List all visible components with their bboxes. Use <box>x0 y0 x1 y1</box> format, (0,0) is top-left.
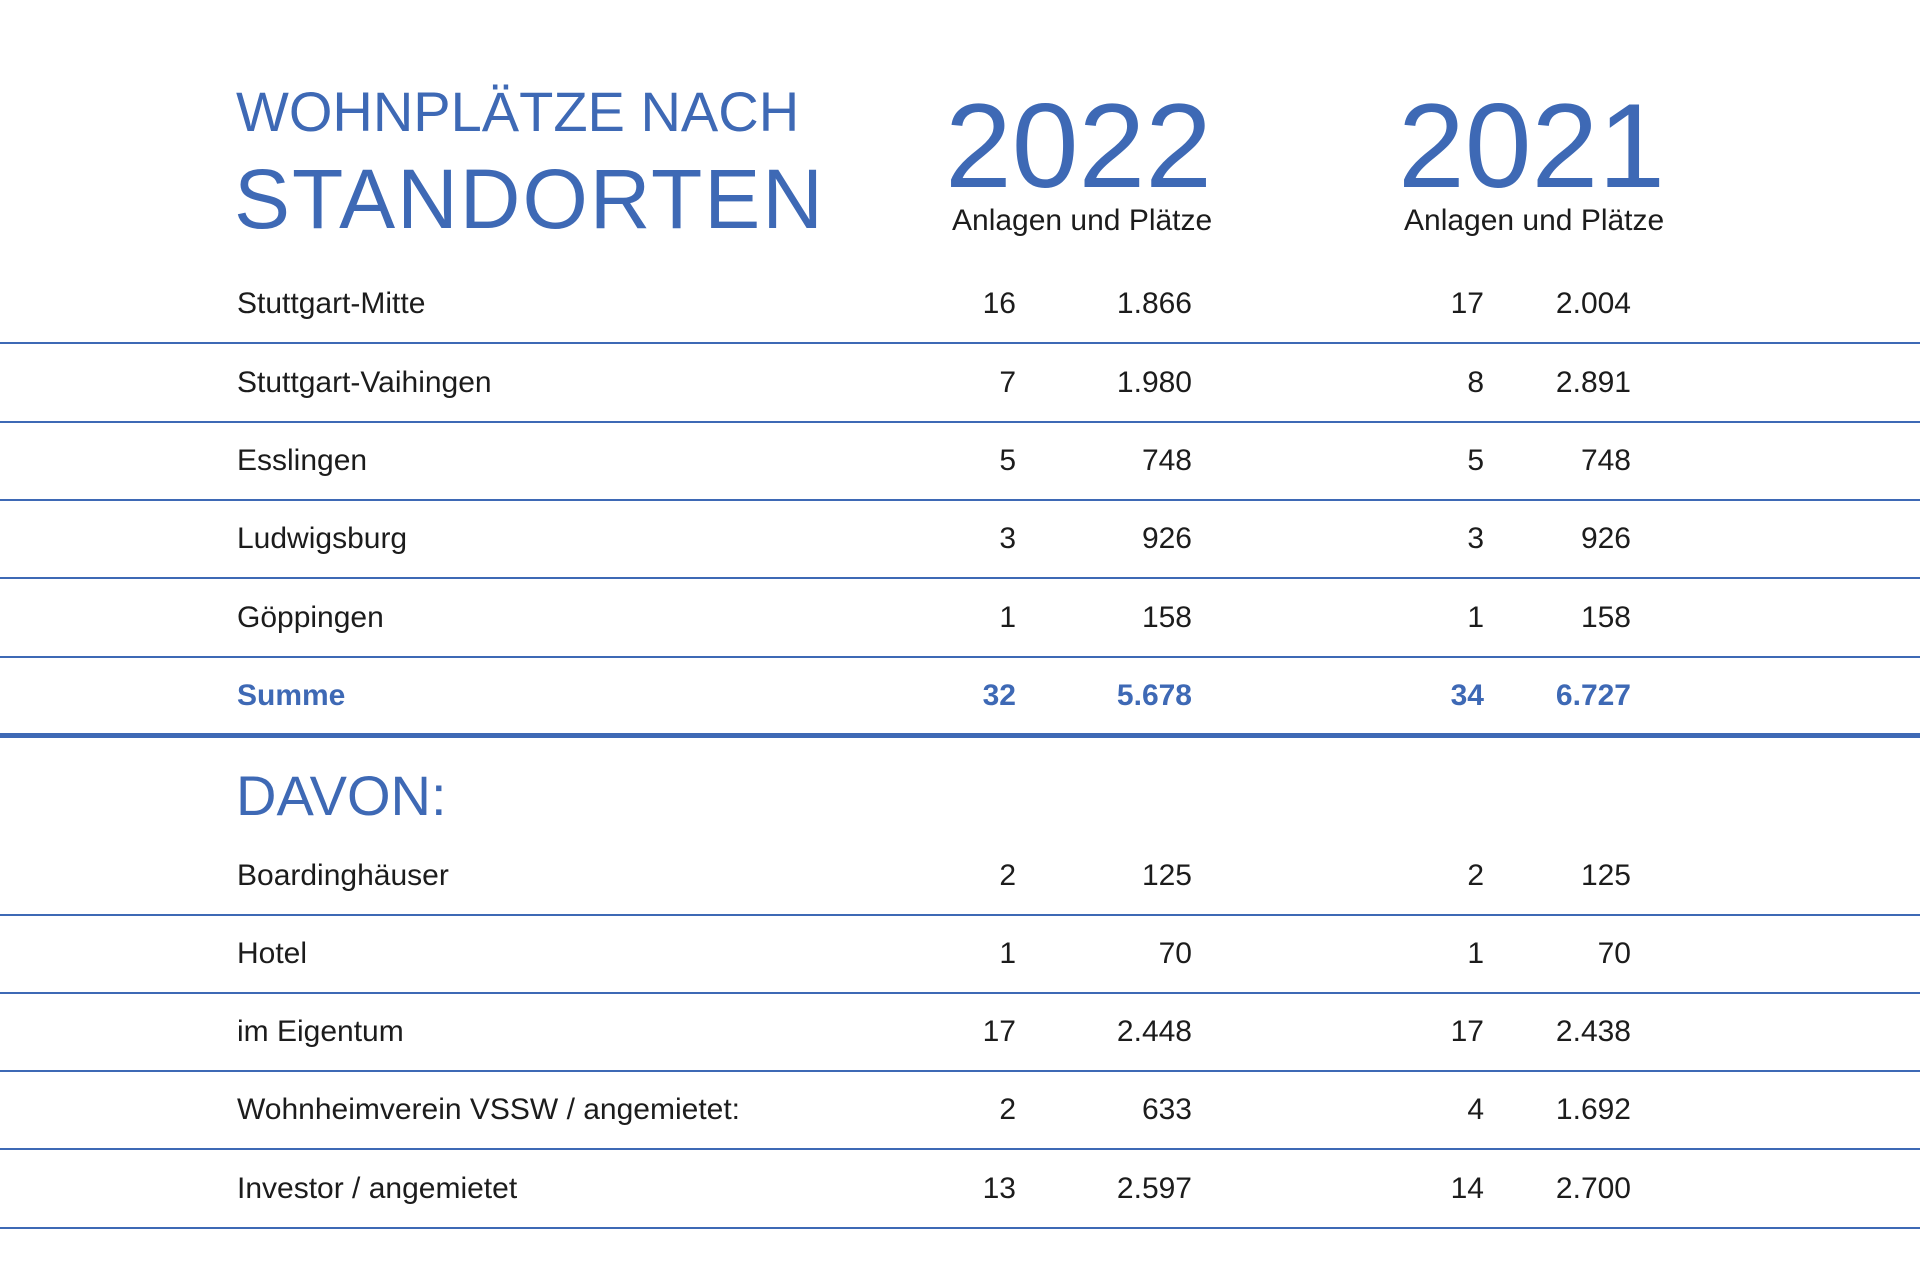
row-divider <box>0 499 1920 501</box>
cell-plaetze-2021: 2.438 <box>1555 1015 1631 1048</box>
cell-anlagen-2021: 17 <box>1450 1015 1484 1048</box>
cell-plaetze-2021: 926 <box>1580 522 1631 555</box>
cell-anlagen-2021: 2 <box>1467 859 1484 892</box>
row-divider <box>0 1148 1920 1150</box>
cell-anlagen-2021: 8 <box>1467 366 1484 399</box>
cell-plaetze-2021: 2.891 <box>1555 366 1631 399</box>
row-divider <box>0 342 1920 344</box>
cell-anlagen-2022: 3 <box>999 522 1016 555</box>
table-row-standort: Göppingen 1 158 1 158 <box>0 579 1920 658</box>
year-subtitle-2022: Anlagen und Plätze <box>952 204 1213 237</box>
cell-anlagen-2022: 1 <box>999 601 1016 634</box>
row-divider <box>0 656 1920 658</box>
cell-anlagen-2021: 3 <box>1467 522 1484 555</box>
row-divider <box>0 992 1920 994</box>
table-row-standort: Ludwigsburg 3 926 3 926 <box>0 500 1920 579</box>
cell-plaetze-2021: 158 <box>1580 601 1631 634</box>
cell-plaetze-2021: 70 <box>1597 937 1631 970</box>
row-label: Esslingen <box>237 444 368 477</box>
year-subtitle-2021: Anlagen und Plätze <box>1404 204 1665 237</box>
table-row-standort: Esslingen 5 748 5 748 <box>0 422 1920 501</box>
cell-plaetze-2022: 1.980 <box>1116 366 1192 399</box>
cell-plaetze-2022: 2.448 <box>1116 1015 1192 1048</box>
cell-plaetze-2021: 2.004 <box>1555 287 1631 320</box>
cell-anlagen-2022: 5 <box>999 444 1016 477</box>
row-label: Stuttgart-Mitte <box>237 287 426 320</box>
table-row-davon: Wohnheimverein VSSW / angemietet: 2 633 … <box>0 1071 1920 1150</box>
cell-plaetze-2022: 633 <box>1141 1093 1192 1126</box>
cell-anlagen-2021: 4 <box>1467 1093 1484 1126</box>
cell-anlagen-2021: 14 <box>1450 1172 1484 1205</box>
cell-anlagen-2022: 13 <box>982 1172 1016 1205</box>
cell-plaetze-2021: 125 <box>1580 859 1631 892</box>
cell-plaetze-2021: 748 <box>1580 444 1631 477</box>
cell-anlagen-2022: 17 <box>982 1015 1016 1048</box>
table-row-davon: Hotel 1 70 1 70 <box>0 915 1920 994</box>
cell-plaetze-2021: 1.692 <box>1555 1093 1631 1126</box>
page-title-line2: STANDORTEN <box>234 152 825 246</box>
cell-anlagen-2021: 1 <box>1467 601 1484 634</box>
cell-anlagen-2022: 16 <box>982 287 1016 320</box>
cell-plaetze-2022: 926 <box>1141 522 1192 555</box>
cell-anlagen-2021: 5 <box>1467 444 1484 477</box>
cell-anlagen-2022: 2 <box>999 1093 1016 1126</box>
row-label: Stuttgart-Vaihingen <box>237 366 492 399</box>
summe-label: Summe <box>237 679 346 712</box>
table-row-davon: Investor / angemietet 13 2.597 14 2.700 <box>0 1150 1920 1229</box>
table-row-davon: im Eigentum 17 2.448 17 2.438 <box>0 993 1920 1072</box>
cell-plaetze-2022: 2.597 <box>1116 1172 1192 1205</box>
row-label: Göppingen <box>237 601 384 634</box>
row-label: Boardinghäuser <box>237 859 449 892</box>
section-title-davon: DAVON: <box>236 764 447 827</box>
cell-plaetze-2021: 2.700 <box>1555 1172 1631 1205</box>
row-divider <box>0 421 1920 423</box>
table-row-standort: Stuttgart-Vaihingen 7 1.980 8 2.891 <box>0 344 1920 423</box>
row-label: Hotel <box>237 937 308 970</box>
row-label: Ludwigsburg <box>237 522 408 555</box>
year-heading-2022: 2022 <box>945 79 1212 213</box>
summe-anlagen-2022: 32 <box>982 679 1016 712</box>
cell-plaetze-2022: 125 <box>1141 859 1192 892</box>
summe-plaetze-2021: 6.727 <box>1555 679 1631 712</box>
row-divider <box>0 1070 1920 1072</box>
cell-anlagen-2022: 7 <box>999 366 1016 399</box>
table-row-davon: Boardinghäuser 2 125 2 125 <box>0 837 1920 916</box>
row-label: Investor / angemietet <box>237 1172 518 1205</box>
cell-plaetze-2022: 70 <box>1158 937 1192 970</box>
row-divider <box>0 1227 1920 1229</box>
summe-plaetze-2022: 5.678 <box>1116 679 1192 712</box>
cell-plaetze-2022: 1.866 <box>1116 287 1192 320</box>
summe-divider <box>0 733 1920 738</box>
cell-anlagen-2022: 1 <box>999 937 1016 970</box>
year-heading-2021: 2021 <box>1398 79 1665 213</box>
cell-plaetze-2022: 748 <box>1141 444 1192 477</box>
row-divider <box>0 577 1920 579</box>
row-divider <box>0 914 1920 916</box>
row-label: im Eigentum <box>237 1015 404 1048</box>
cell-anlagen-2021: 1 <box>1467 937 1484 970</box>
table-row-standort: Stuttgart-Mitte 16 1.866 17 2.004 <box>0 265 1920 344</box>
row-label: Wohnheimverein VSSW / angemietet: <box>237 1093 741 1126</box>
cell-plaetze-2022: 158 <box>1141 601 1192 634</box>
page-title-line1: WOHNPLÄTZE NACH <box>236 80 800 143</box>
cell-anlagen-2022: 2 <box>999 859 1016 892</box>
table-row-summe: Summe 32 5.678 34 6.727 <box>0 657 1920 738</box>
summe-anlagen-2021: 34 <box>1450 679 1484 712</box>
cell-anlagen-2021: 17 <box>1450 287 1484 320</box>
